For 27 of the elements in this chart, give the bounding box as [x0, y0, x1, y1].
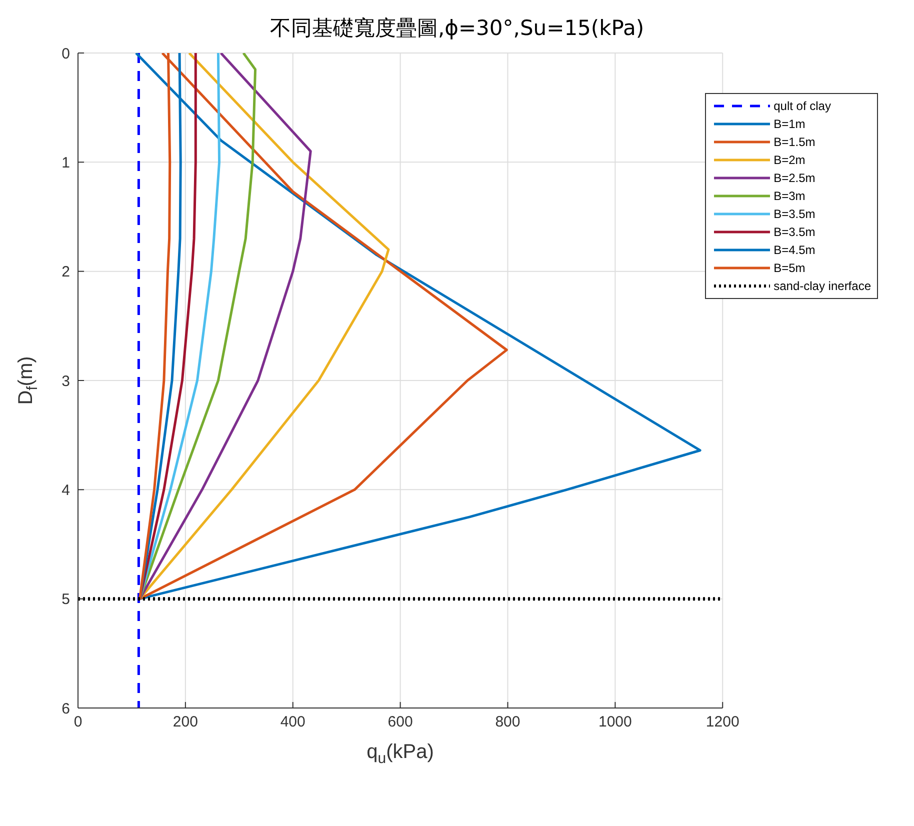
legend-label: B=4.5m [774, 243, 816, 257]
legend-label: B=3m [774, 189, 806, 203]
x-tick-label: 400 [280, 714, 306, 731]
y-tick-label: 1 [62, 154, 70, 172]
x-tick-label: 800 [495, 714, 520, 731]
legend-label: B=1m [774, 117, 806, 131]
legend-label: B=2.5m [774, 171, 816, 185]
chart-title: 不同基礎寬度疊圖,ϕ=30°,Su=15(kPa) [270, 16, 644, 40]
x-tick-label: 0 [74, 714, 82, 731]
y-tick-label: 4 [62, 482, 70, 499]
x-tick-label: 1000 [598, 714, 632, 731]
x-axis-title: q$_{u}$(kPa) [366, 741, 434, 766]
x-tick-label: 1200 [706, 714, 740, 731]
x-tick-label: 600 [388, 714, 413, 731]
y-tick-label: 3 [62, 372, 70, 390]
x-tick-label: 200 [172, 714, 198, 731]
y-tick-label: 2 [62, 264, 70, 281]
y-tick-label: 6 [62, 700, 70, 718]
legend-label: sand-clay inerface [774, 279, 871, 293]
legend-label: B=2m [774, 153, 806, 167]
legend-label: B=5m [774, 261, 806, 275]
y-tick-label: 5 [62, 591, 70, 608]
legend-label: qult of clay [774, 99, 831, 113]
legend-label: B=1.5m [774, 135, 816, 149]
legend-label: B=3.5m [774, 207, 816, 221]
y-tick-label: 0 [62, 45, 70, 62]
legend-label: B=3.5m [774, 225, 816, 239]
